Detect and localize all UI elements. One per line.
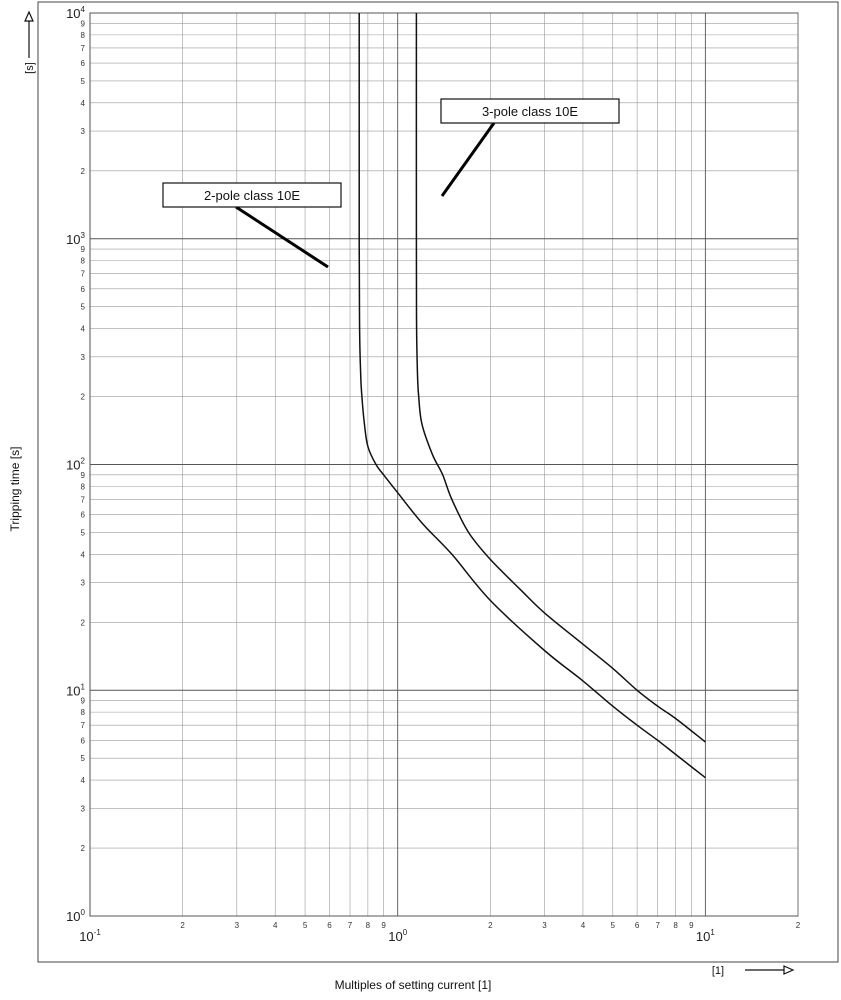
y-tick-label: 8 [81,257,86,266]
y-axis-title: Tripping time [s] [8,447,22,532]
y-tick-label: 5 [81,528,86,537]
x-tick-label: 5 [303,921,308,930]
callout-leader-1 [235,205,329,269]
y-decade-exponent: 1 [81,682,86,691]
callout-box-1 [162,182,342,208]
y-tick-label: 5 [81,303,86,312]
x-tick-label: 4 [273,921,278,930]
y-tick-label: 3 [81,579,86,588]
y-decade-exponent: 0 [81,908,86,917]
series-line-2 [415,12,706,743]
callout-label-1: 2-pole class 10E [204,188,300,203]
y-decade-label: 100 [66,908,85,924]
tick-labels: 2 3 4 5 6 7 8 9 2 3 4 5 6 7 8 9 2 2 3 4 5 6 7 8 9 2 3 4 5 6 7 8 9 2 3 4 5 6 7 8… [66,5,801,944]
x-decade-label: 10-1 [79,928,101,944]
y-decade-exponent: 4 [81,5,86,14]
y-axis-arrow-icon [24,10,34,58]
y-tick-label: 2 [81,844,86,853]
y-tick-label: 6 [81,285,86,294]
x-tick-label: 2 [180,921,185,930]
x-tick-label: 5 [611,921,616,930]
x-tick-label: 7 [655,921,660,930]
y-decade-exponent: 2 [81,457,86,466]
x-tick-label: 2 [488,921,493,930]
y-tick-label: 7 [81,721,86,730]
y-tick-label: 9 [81,697,86,706]
callout-leader-2 [440,122,496,197]
y-tick-label: 9 [81,19,86,28]
y-tick-label: 2 [81,167,86,176]
y-tick-label: 9 [81,245,86,254]
x-decade-label: 100 [388,928,407,944]
callout-box-2 [440,98,620,124]
y-tick-label: 2 [81,618,86,627]
x-decade-label: 101 [696,928,715,944]
y-tick-label: 9 [81,471,86,480]
x-tick-label: 8 [366,921,371,930]
x-decade-exponent: 1 [710,928,715,937]
x-tick-label: 7 [348,921,353,930]
curves [358,12,706,779]
x-tick-label: 3 [542,921,547,930]
callout-label-2: 3-pole class 10E [482,104,578,119]
x-tick-label: 2 [796,921,801,930]
x-tick-label: 8 [673,921,678,930]
y-tick-label: 3 [81,353,86,362]
y-tick-label: 8 [81,482,86,491]
x-tick-label: 6 [635,921,640,930]
y-decade-exponent: 3 [81,231,86,240]
outer-frame [37,1,839,963]
y-tick-label: 4 [81,776,86,785]
x-axis-title: Multiples of setting current [1] [335,978,492,992]
y-tick-label: 4 [81,550,86,559]
y-tick-label: 4 [81,325,86,334]
x-decade-exponent: 0 [403,928,408,937]
x-axis-arrow-icon [745,965,795,975]
y-tick-label: 3 [81,127,86,136]
series-line-1 [358,13,706,779]
y-tick-label: 7 [81,270,86,279]
x-tick-label: 9 [689,921,694,930]
callouts: 2-pole class 10E 3-pole class 10E [162,98,620,269]
x-axis-unit: [1] [712,965,724,977]
y-tick-label: 8 [81,31,86,40]
y-tick-label: 6 [81,59,86,68]
x-tick-label: 4 [581,921,586,930]
y-tick-label: 2 [81,393,86,402]
x-tick-label: 9 [381,921,386,930]
y-tick-label: 6 [81,511,86,520]
grid [89,12,799,917]
y-tick-label: 5 [81,77,86,86]
y-tick-label: 5 [81,754,86,763]
y-tick-label: 7 [81,495,86,504]
x-decade-exponent: -1 [94,928,102,937]
x-tick-label: 6 [327,921,332,930]
x-tick-label: 3 [235,921,240,930]
y-tick-label: 6 [81,736,86,745]
y-tick-label: 8 [81,708,86,717]
y-tick-label: 4 [81,99,86,108]
y-tick-label: 3 [81,804,86,813]
y-axis-unit: [s] [24,62,36,74]
y-tick-label: 7 [81,44,86,53]
